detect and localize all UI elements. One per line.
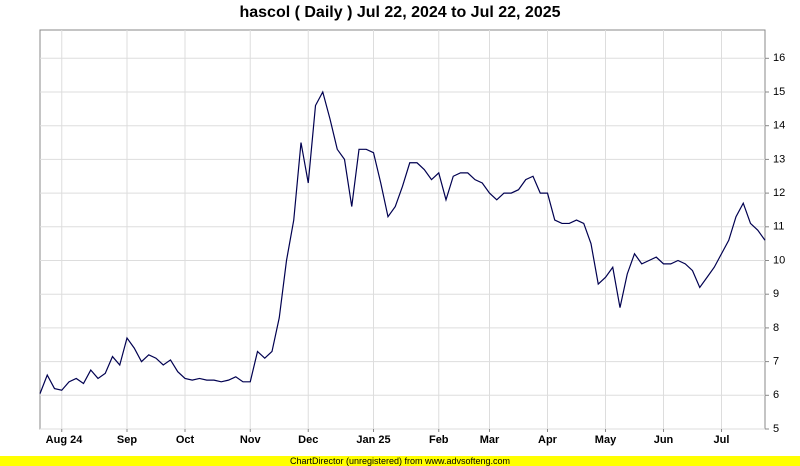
y-tick-label: 13 (773, 153, 785, 165)
footer-bar (0, 456, 800, 466)
x-tick-label: Apr (538, 434, 558, 446)
y-tick-label: 6 (773, 389, 779, 401)
x-tick-label: Jul (714, 434, 730, 446)
y-tick-label: 10 (773, 254, 785, 266)
footer: ChartDirector (unregistered) from www.ad… (290, 456, 510, 466)
y-tick-label: 16 (773, 52, 785, 64)
y-tick-label: 7 (773, 356, 779, 368)
x-tick-label: May (595, 434, 617, 446)
y-tick-label: 15 (773, 86, 785, 98)
y-tick-label: 5 (773, 423, 779, 435)
plot-area (39, 29, 766, 430)
y-tick-label: 12 (773, 187, 785, 199)
price-line (39, 90, 766, 394)
x-tick-label: Jan 25 (356, 434, 390, 446)
x-tick-label: Oct (176, 434, 195, 446)
x-tick-label: Mar (480, 434, 500, 446)
x-tick-label: Feb (429, 434, 449, 446)
x-tick-label: Dec (298, 434, 318, 446)
chart-title: hascol ( Daily ) Jul 22, 2024 to Jul 22,… (239, 4, 560, 21)
x-tick-label: Aug 24 (46, 434, 84, 446)
y-tick-label: 11 (773, 221, 784, 233)
y-tick-label: 8 (773, 322, 779, 334)
y-tick-label: 14 (773, 120, 785, 132)
x-tick-label: Nov (240, 434, 262, 446)
y-tick-label: 9 (773, 288, 779, 300)
x-tick-label: Jun (654, 434, 674, 446)
x-tick-label: Sep (117, 434, 137, 446)
